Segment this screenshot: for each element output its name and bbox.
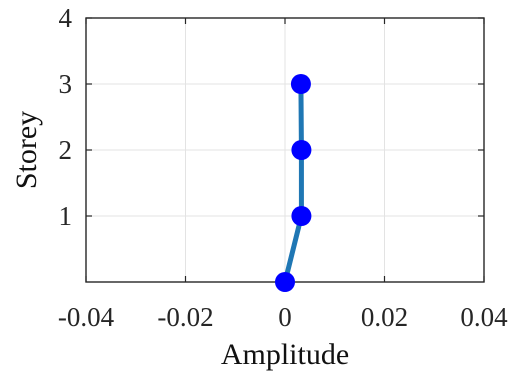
data-point	[291, 206, 312, 226]
x-tick-label: -0.04	[58, 302, 115, 332]
y-tick-label: 2	[59, 135, 73, 165]
x-axis-label: Amplitude	[221, 338, 349, 371]
x-tick-label: 0.04	[460, 302, 508, 332]
data-point	[290, 74, 311, 94]
x-tick-label: 0	[278, 302, 292, 332]
y-tick-label: 3	[59, 69, 73, 99]
y-tick-label: 4	[59, 3, 73, 33]
series	[275, 74, 312, 292]
x-tick-label: 0.02	[361, 302, 408, 332]
data-point	[291, 140, 312, 160]
y-axis-label: Storey	[10, 111, 43, 189]
series-line	[282, 83, 304, 283]
data-point	[275, 272, 295, 292]
grid	[85, 17, 485, 282]
y-tick-label: 1	[59, 201, 73, 231]
x-tick-label: -0.02	[157, 302, 213, 332]
ticks: -0.04 -0.02 0 0.02 0.04 1 2 3 4	[58, 3, 508, 332]
